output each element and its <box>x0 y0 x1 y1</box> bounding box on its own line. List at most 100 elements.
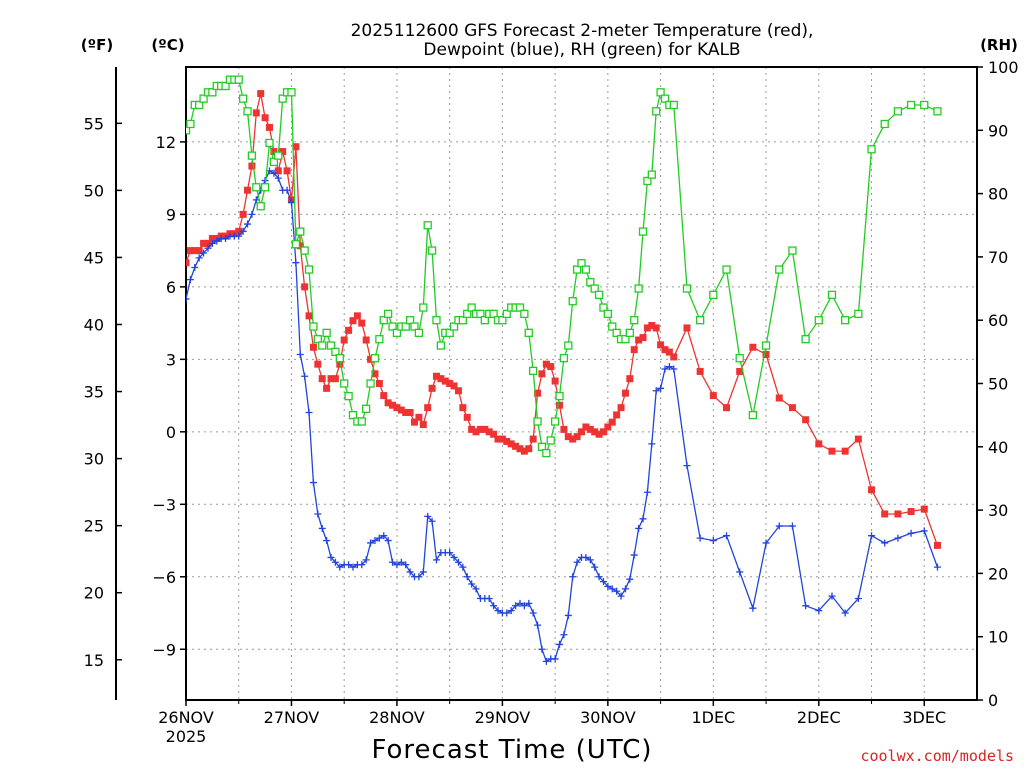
dewpoint-point <box>468 580 476 588</box>
temperature-point <box>309 343 317 351</box>
dewpoint-point <box>573 558 581 566</box>
dewpoint-point <box>933 563 941 571</box>
dewpoint-point <box>683 462 691 470</box>
dewpoint-point <box>380 532 388 540</box>
rh-point <box>410 322 419 331</box>
dewpoint-point <box>828 592 836 600</box>
temperature-point <box>393 404 401 412</box>
temperature-point <box>512 442 520 450</box>
temperature-point <box>595 430 603 438</box>
temperature-point <box>270 148 278 156</box>
temperature-point <box>630 346 638 354</box>
temperature-point <box>292 143 300 151</box>
rh-tick-label: 0 <box>988 691 998 710</box>
rh-point <box>498 316 507 325</box>
rh-point <box>199 94 208 103</box>
dewpoint-point <box>305 408 313 416</box>
rh-point <box>489 309 498 319</box>
temperature-point <box>547 363 555 371</box>
dewpoint-point <box>520 602 528 610</box>
rh-point <box>366 379 375 388</box>
temperature-point <box>643 324 651 332</box>
dewpoint-point <box>208 239 216 247</box>
dewpoint-point <box>657 384 665 392</box>
dewpoint-point <box>301 372 309 380</box>
rh-point <box>502 309 511 319</box>
temperature-point <box>340 336 348 344</box>
rh-point <box>546 436 555 445</box>
rh-point <box>550 417 560 426</box>
dewpoint-point <box>599 578 607 586</box>
dewpoint-point <box>248 210 256 218</box>
rh-point <box>564 341 573 350</box>
temperature-point <box>854 435 862 443</box>
dewpoint-point <box>384 537 392 545</box>
rh-point <box>652 107 661 116</box>
rh-point <box>568 297 577 306</box>
rh-point <box>709 290 718 300</box>
rh-point <box>634 284 643 293</box>
temperature-point <box>894 510 902 518</box>
dewpoint-point <box>507 607 515 615</box>
temperature-point <box>296 242 304 250</box>
temperature-point <box>380 392 388 400</box>
temperature-point <box>411 418 419 426</box>
fahrenheit-tick-label: 55 <box>84 114 104 133</box>
dewpoint-point <box>516 599 524 607</box>
temperature-point <box>507 440 515 448</box>
dewpoint-point <box>195 254 203 262</box>
dewpoint-point <box>503 609 511 617</box>
celsius-tick-label: −3 <box>152 495 176 514</box>
x-tick-label: 29NOV <box>475 708 531 727</box>
dewpoint-point <box>446 549 454 557</box>
dewpoint-point <box>191 264 199 272</box>
temperature-point <box>538 370 546 378</box>
rh-point <box>854 309 863 319</box>
dewpoint-point <box>494 607 502 615</box>
chart-title-line1: 2025112600 GFS Forecast 2-meter Temperat… <box>351 21 814 41</box>
rh-point <box>801 335 810 344</box>
rh-tick-label: 30 <box>988 501 1008 520</box>
rh-point <box>186 119 195 129</box>
dewpoint-point <box>538 645 546 653</box>
temperature-point <box>191 247 199 255</box>
celsius-tick-label: 6 <box>166 278 176 297</box>
rh-point <box>252 183 261 192</box>
temperature-point <box>301 283 309 291</box>
temperature-point <box>907 508 915 516</box>
dewpoint-point <box>630 551 638 559</box>
rh-point <box>577 259 586 268</box>
dewpoint-point <box>186 295 190 303</box>
dewpoint-point <box>327 553 335 561</box>
temperature-point <box>336 360 344 368</box>
temperature-point <box>274 167 282 175</box>
temperature-point <box>749 343 757 351</box>
rh-point <box>326 341 336 350</box>
dewpoint-point <box>762 539 770 547</box>
rh-point <box>647 170 656 179</box>
dewpoint-point <box>393 561 401 569</box>
rh-point <box>515 303 525 312</box>
temperature-point <box>542 360 550 368</box>
rh-tick-label: 50 <box>988 375 1008 394</box>
temperature-point <box>323 384 331 392</box>
dewpoint-point <box>551 655 559 663</box>
rh-point <box>322 328 331 338</box>
dewpoint-point <box>402 561 410 569</box>
rh-point <box>682 284 692 293</box>
rh-tick-label: 80 <box>988 185 1008 204</box>
rh-point <box>586 278 595 287</box>
dewpoint-point <box>472 585 480 593</box>
temperature-point <box>441 377 449 385</box>
rh-point <box>208 88 217 97</box>
rh-point <box>423 221 432 230</box>
x-tick-label: 27NOV <box>264 708 320 727</box>
celsius-unit-label: (ºC) <box>151 36 184 54</box>
dewpoint-point <box>881 539 889 547</box>
rh-point <box>340 379 349 388</box>
temperature-point <box>560 425 568 433</box>
temperature-point <box>599 428 607 436</box>
axes: 129630−3−6−95550454035302520151009080706… <box>84 58 1019 746</box>
temperature-point <box>367 355 375 363</box>
rh-point <box>234 75 243 84</box>
